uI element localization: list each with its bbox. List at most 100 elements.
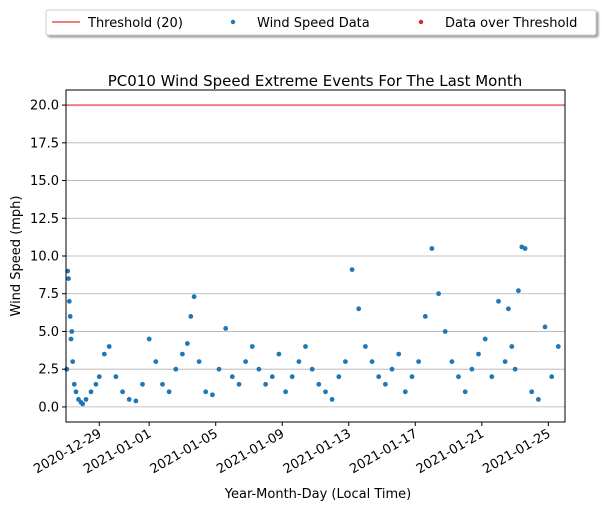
data-point <box>462 389 468 395</box>
data-point <box>522 246 528 251</box>
data-point <box>106 344 112 349</box>
data-point <box>383 381 388 387</box>
data-point <box>188 314 194 319</box>
data-point <box>396 351 402 357</box>
data-point <box>101 351 107 357</box>
data-point <box>216 366 222 372</box>
data-point <box>489 374 495 380</box>
data-point <box>329 397 335 402</box>
y-tick-label: 2.5 <box>38 363 59 378</box>
data-point <box>369 359 375 364</box>
data-point <box>509 344 515 349</box>
data-point <box>133 398 139 404</box>
data-point <box>363 344 368 349</box>
data-point <box>555 344 561 349</box>
y-tick-label: 5.0 <box>38 325 59 340</box>
data-point <box>243 359 249 364</box>
data-point <box>506 306 511 312</box>
data-point <box>236 381 242 387</box>
chart-title: PC010 Wind Speed Extreme Events For The … <box>108 72 523 90</box>
data-point <box>516 288 521 294</box>
data-point <box>276 351 282 357</box>
y-tick-label: 15.0 <box>30 174 59 189</box>
x-axis-label: Year-Month-Day (Local Time) <box>224 487 411 502</box>
data-point <box>146 336 152 342</box>
data-point <box>536 397 541 402</box>
legend-wind-speed-label: Wind Speed Data <box>257 16 370 31</box>
data-point <box>263 381 268 387</box>
legend-frame <box>45 9 597 36</box>
data-point <box>71 381 77 387</box>
y-tick-label: 12.5 <box>30 212 59 227</box>
data-point <box>160 381 165 387</box>
data-point <box>68 336 74 342</box>
data-point <box>309 366 315 372</box>
legend-over-threshold-label: Data over Threshold <box>445 16 577 31</box>
y-tick-label: 7.5 <box>38 287 59 302</box>
data-point <box>496 298 501 304</box>
data-point <box>66 276 71 281</box>
data-point <box>140 381 145 387</box>
data-point <box>409 374 415 380</box>
data-point <box>210 392 215 398</box>
data-point <box>456 374 461 380</box>
grid-lines <box>66 104 565 408</box>
data-point <box>283 389 288 395</box>
x-axis: 2020-12-292021-01-012021-01-052021-01-09… <box>31 422 553 477</box>
y-axis: 0.0 2.5 5.0 7.5 10.0 12.5 15.0 17.5 20.0 <box>30 99 66 415</box>
data-point <box>66 298 72 304</box>
data-point <box>316 381 322 387</box>
data-point <box>196 359 202 364</box>
data-point <box>223 326 229 331</box>
data-point <box>482 336 488 342</box>
x-tick-label: 2021-01-17 <box>347 426 420 477</box>
data-point <box>153 359 159 364</box>
x-tick-label: 2021-01-25 <box>480 426 553 477</box>
legend-over-threshold-marker <box>418 19 424 25</box>
data-point <box>69 329 75 334</box>
data-point <box>126 397 132 402</box>
data-point <box>173 366 179 372</box>
legend: Threshold (20) Wind Speed Data Data over… <box>45 9 597 36</box>
data-point <box>93 381 99 387</box>
data-point <box>83 397 89 402</box>
data-point <box>80 401 85 407</box>
data-point <box>389 366 395 372</box>
data-point <box>185 341 190 346</box>
data-point <box>96 374 102 380</box>
data-point <box>120 389 125 395</box>
data-point <box>416 359 421 364</box>
y-tick-label: 17.5 <box>30 136 59 151</box>
x-tick-label: 2021-01-21 <box>414 426 487 477</box>
data-point <box>191 294 197 300</box>
data-point <box>422 314 428 319</box>
data-point <box>469 366 475 372</box>
data-point <box>70 359 76 364</box>
data-point <box>442 329 448 334</box>
data-point <box>376 374 382 380</box>
data-point <box>88 389 94 395</box>
y-axis-label: Wind Speed (mph) <box>9 196 24 317</box>
legend-wind-speed-marker <box>230 19 236 25</box>
data-point <box>502 359 508 364</box>
data-point <box>336 374 342 380</box>
data-point <box>529 389 535 395</box>
data-point <box>289 374 295 380</box>
data-point <box>67 314 73 319</box>
data-point <box>356 306 362 312</box>
x-tick-label: 2021-01-05 <box>148 426 221 477</box>
data-point <box>229 374 235 380</box>
data-point <box>166 389 172 395</box>
y-tick-label: 20.0 <box>30 99 59 114</box>
x-tick-label: 2021-01-13 <box>281 426 354 477</box>
y-tick-label: 10.0 <box>30 250 59 265</box>
data-point <box>323 389 328 395</box>
legend-threshold-label: Threshold (20) <box>87 16 183 31</box>
data-point <box>249 344 255 349</box>
data-point <box>449 359 455 364</box>
data-point <box>269 374 275 380</box>
y-tick-label: 0.0 <box>38 400 59 415</box>
data-point <box>429 246 435 251</box>
data-point <box>402 389 408 395</box>
